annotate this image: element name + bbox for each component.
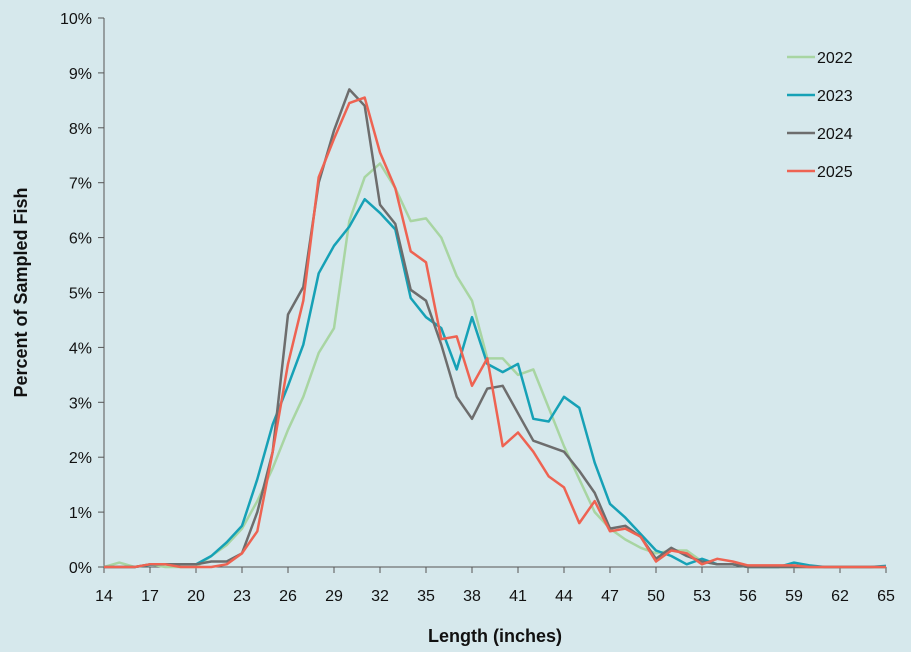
x-tick-label: 23 [233,588,251,605]
legend: 2022 2023 2024 2025 [787,50,853,181]
x-tick-label: 38 [463,588,481,605]
y-axis-ticks: 0% 1% 2% 3% 4% 5% 6% 7% 8% 9% 10% [60,11,104,577]
legend-label: 2023 [817,88,853,105]
x-tick-label: 65 [877,588,895,605]
legend-item-2022: 2022 [787,50,853,67]
series-line-2022 [103,162,886,569]
y-axis-title: Percent of Sampled Fish [11,187,31,397]
x-tick-label: 47 [601,588,619,605]
x-tick-label: 62 [831,588,849,605]
series-line-2023 [104,197,887,569]
x-axis-ticks: 14 17 20 23 26 29 32 35 38 41 44 47 50 53 56 59 62 65 [95,567,895,605]
series-line-2024 [104,88,886,569]
x-axis-title: Length (inches) [428,626,562,646]
x-tick-label: 32 [371,588,389,605]
x-tick-label: 53 [693,588,711,605]
y-tick-label: 0% [69,560,92,577]
x-tick-label: 17 [141,588,159,605]
y-tick-label: 7% [69,176,92,193]
x-tick-label: 35 [417,588,435,605]
legend-item-2023: 2023 [787,88,853,105]
x-tick-label: 59 [785,588,803,605]
x-tick-label: 44 [555,588,573,605]
y-tick-label: 3% [69,395,92,412]
y-tick-label: 2% [69,450,92,467]
legend-item-2024: 2024 [787,126,853,143]
x-tick-label: 29 [325,588,343,605]
x-tick-label: 41 [509,588,527,605]
legend-label: 2022 [817,50,853,67]
y-tick-label: 10% [60,11,92,28]
legend-label: 2024 [817,126,853,143]
legend-label: 2025 [817,164,853,181]
series-lines [103,88,887,569]
y-tick-label: 4% [69,340,92,357]
plot-area: 0%1%2%3%4%5%6%7%8%9%10% 14 17 20 23 26 29 32 35… [60,11,895,605]
x-tick-label: 56 [739,588,757,605]
y-tick-label: 8% [69,121,92,138]
y-tick-label: 6% [69,231,92,248]
y-tick-label: 5% [69,286,92,303]
x-tick-label: 20 [187,588,205,605]
series-line-2025 [104,96,886,569]
x-tick-label: 50 [647,588,665,605]
legend-item-2025: 2025 [787,164,853,181]
y-tick-label: 1% [69,505,92,522]
y-tick-label: 9% [69,66,92,83]
x-tick-label: 14 [95,588,113,605]
x-tick-label: 26 [279,588,297,605]
